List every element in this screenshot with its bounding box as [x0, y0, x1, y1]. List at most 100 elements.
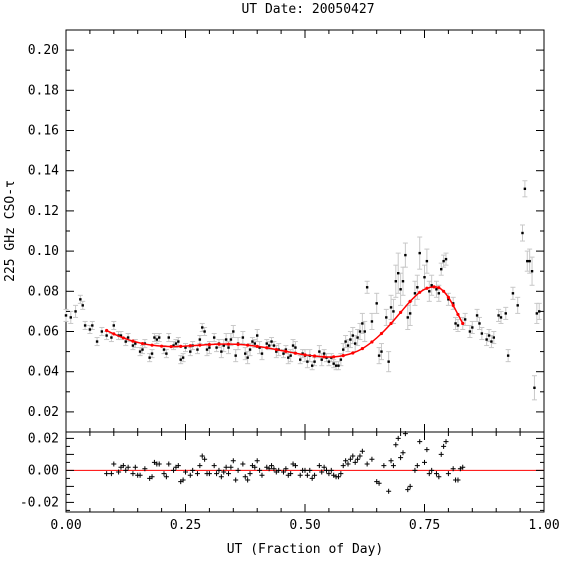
data-point	[358, 330, 362, 333]
y-tick-label: 0.20	[28, 43, 59, 58]
data-point	[150, 352, 154, 355]
residual-point	[395, 435, 401, 441]
residual-point	[345, 461, 351, 467]
residual-point	[417, 439, 423, 445]
data-point	[153, 336, 156, 339]
residual-point	[355, 456, 361, 462]
data-point	[435, 288, 438, 291]
data-point	[526, 259, 529, 263]
residual-point	[338, 471, 344, 477]
residual-point	[443, 439, 449, 445]
data-point	[287, 356, 290, 359]
data-point	[301, 352, 304, 355]
residual-point	[269, 463, 275, 469]
data-point	[332, 362, 335, 365]
data-point	[124, 340, 127, 343]
residual-point	[292, 463, 298, 469]
data-point	[174, 342, 178, 345]
residual-y-tick-label: 0.02	[28, 431, 59, 446]
data-point	[346, 344, 350, 347]
residual-point	[312, 472, 318, 478]
data-point	[189, 350, 192, 353]
fit-dot	[322, 355, 326, 359]
data-point	[248, 348, 252, 351]
fit-dot	[399, 310, 403, 315]
data-point	[289, 354, 292, 357]
data-point	[344, 340, 347, 343]
y-tick-label: 0.06	[28, 325, 59, 340]
data-point	[224, 338, 228, 341]
data-point	[418, 251, 421, 255]
fit-dot	[217, 342, 221, 346]
y-tick-label: 0.12	[28, 204, 59, 219]
data-point	[88, 328, 92, 331]
residual-point	[357, 453, 363, 459]
data-point	[258, 346, 261, 349]
residual-point	[180, 477, 186, 483]
data-point	[270, 340, 273, 343]
residual-point	[226, 471, 232, 477]
residual-point	[359, 448, 365, 454]
data-point	[511, 292, 515, 295]
residual-y-tick-label: -0.02	[20, 495, 59, 510]
fit-dot	[274, 347, 278, 352]
data-point	[530, 270, 534, 273]
residual-point	[104, 471, 110, 477]
data-point	[342, 348, 345, 351]
data-point	[318, 350, 321, 353]
data-point	[475, 314, 479, 317]
residual-point	[288, 471, 294, 477]
residual-point	[120, 463, 126, 469]
residual-point	[280, 469, 286, 475]
data-point	[131, 344, 135, 347]
fit-dot	[179, 344, 183, 348]
residual-point	[257, 467, 263, 473]
residual-point	[426, 471, 432, 477]
fit-dot	[293, 351, 298, 355]
residual-point	[132, 464, 138, 470]
data-point	[370, 320, 374, 323]
fit-dot	[360, 346, 364, 351]
data-point	[208, 346, 211, 349]
data-point	[437, 292, 441, 295]
data-point	[353, 342, 357, 345]
residual-point	[175, 463, 181, 469]
data-point	[463, 318, 467, 321]
data-point	[485, 338, 488, 341]
fit-dot	[418, 290, 422, 294]
fit-dot	[408, 299, 412, 303]
residual-point	[352, 459, 358, 465]
data-point	[81, 304, 84, 307]
residual-point	[335, 474, 341, 480]
fit-dot	[379, 331, 384, 336]
data-point	[351, 334, 354, 337]
y-tick-label: 0.02	[28, 405, 59, 420]
data-point	[406, 316, 409, 319]
data-point	[468, 330, 472, 333]
residual-point	[214, 471, 220, 477]
y-tick-label: 0.18	[28, 83, 59, 98]
residual-point	[163, 474, 169, 480]
top-points	[64, 187, 541, 389]
data-point	[428, 290, 431, 293]
residual-point	[166, 461, 172, 467]
y-tick-label: 0.08	[28, 284, 59, 299]
data-point	[64, 314, 68, 317]
residual-point	[424, 447, 430, 453]
fit-dot	[456, 312, 460, 317]
residual-point	[111, 461, 117, 467]
residual-point	[123, 467, 129, 473]
data-point	[110, 336, 113, 339]
residual-point	[230, 458, 236, 464]
residual-point	[340, 463, 346, 469]
data-point	[337, 364, 340, 367]
residual-point	[412, 467, 418, 473]
residual-point	[381, 463, 387, 469]
fit-dot	[246, 343, 250, 347]
chart-title: UT Date: 20050427	[241, 2, 374, 17]
fit-dot	[351, 351, 355, 355]
data-point	[310, 364, 314, 367]
residual-point	[450, 466, 456, 472]
data-point	[162, 348, 166, 351]
